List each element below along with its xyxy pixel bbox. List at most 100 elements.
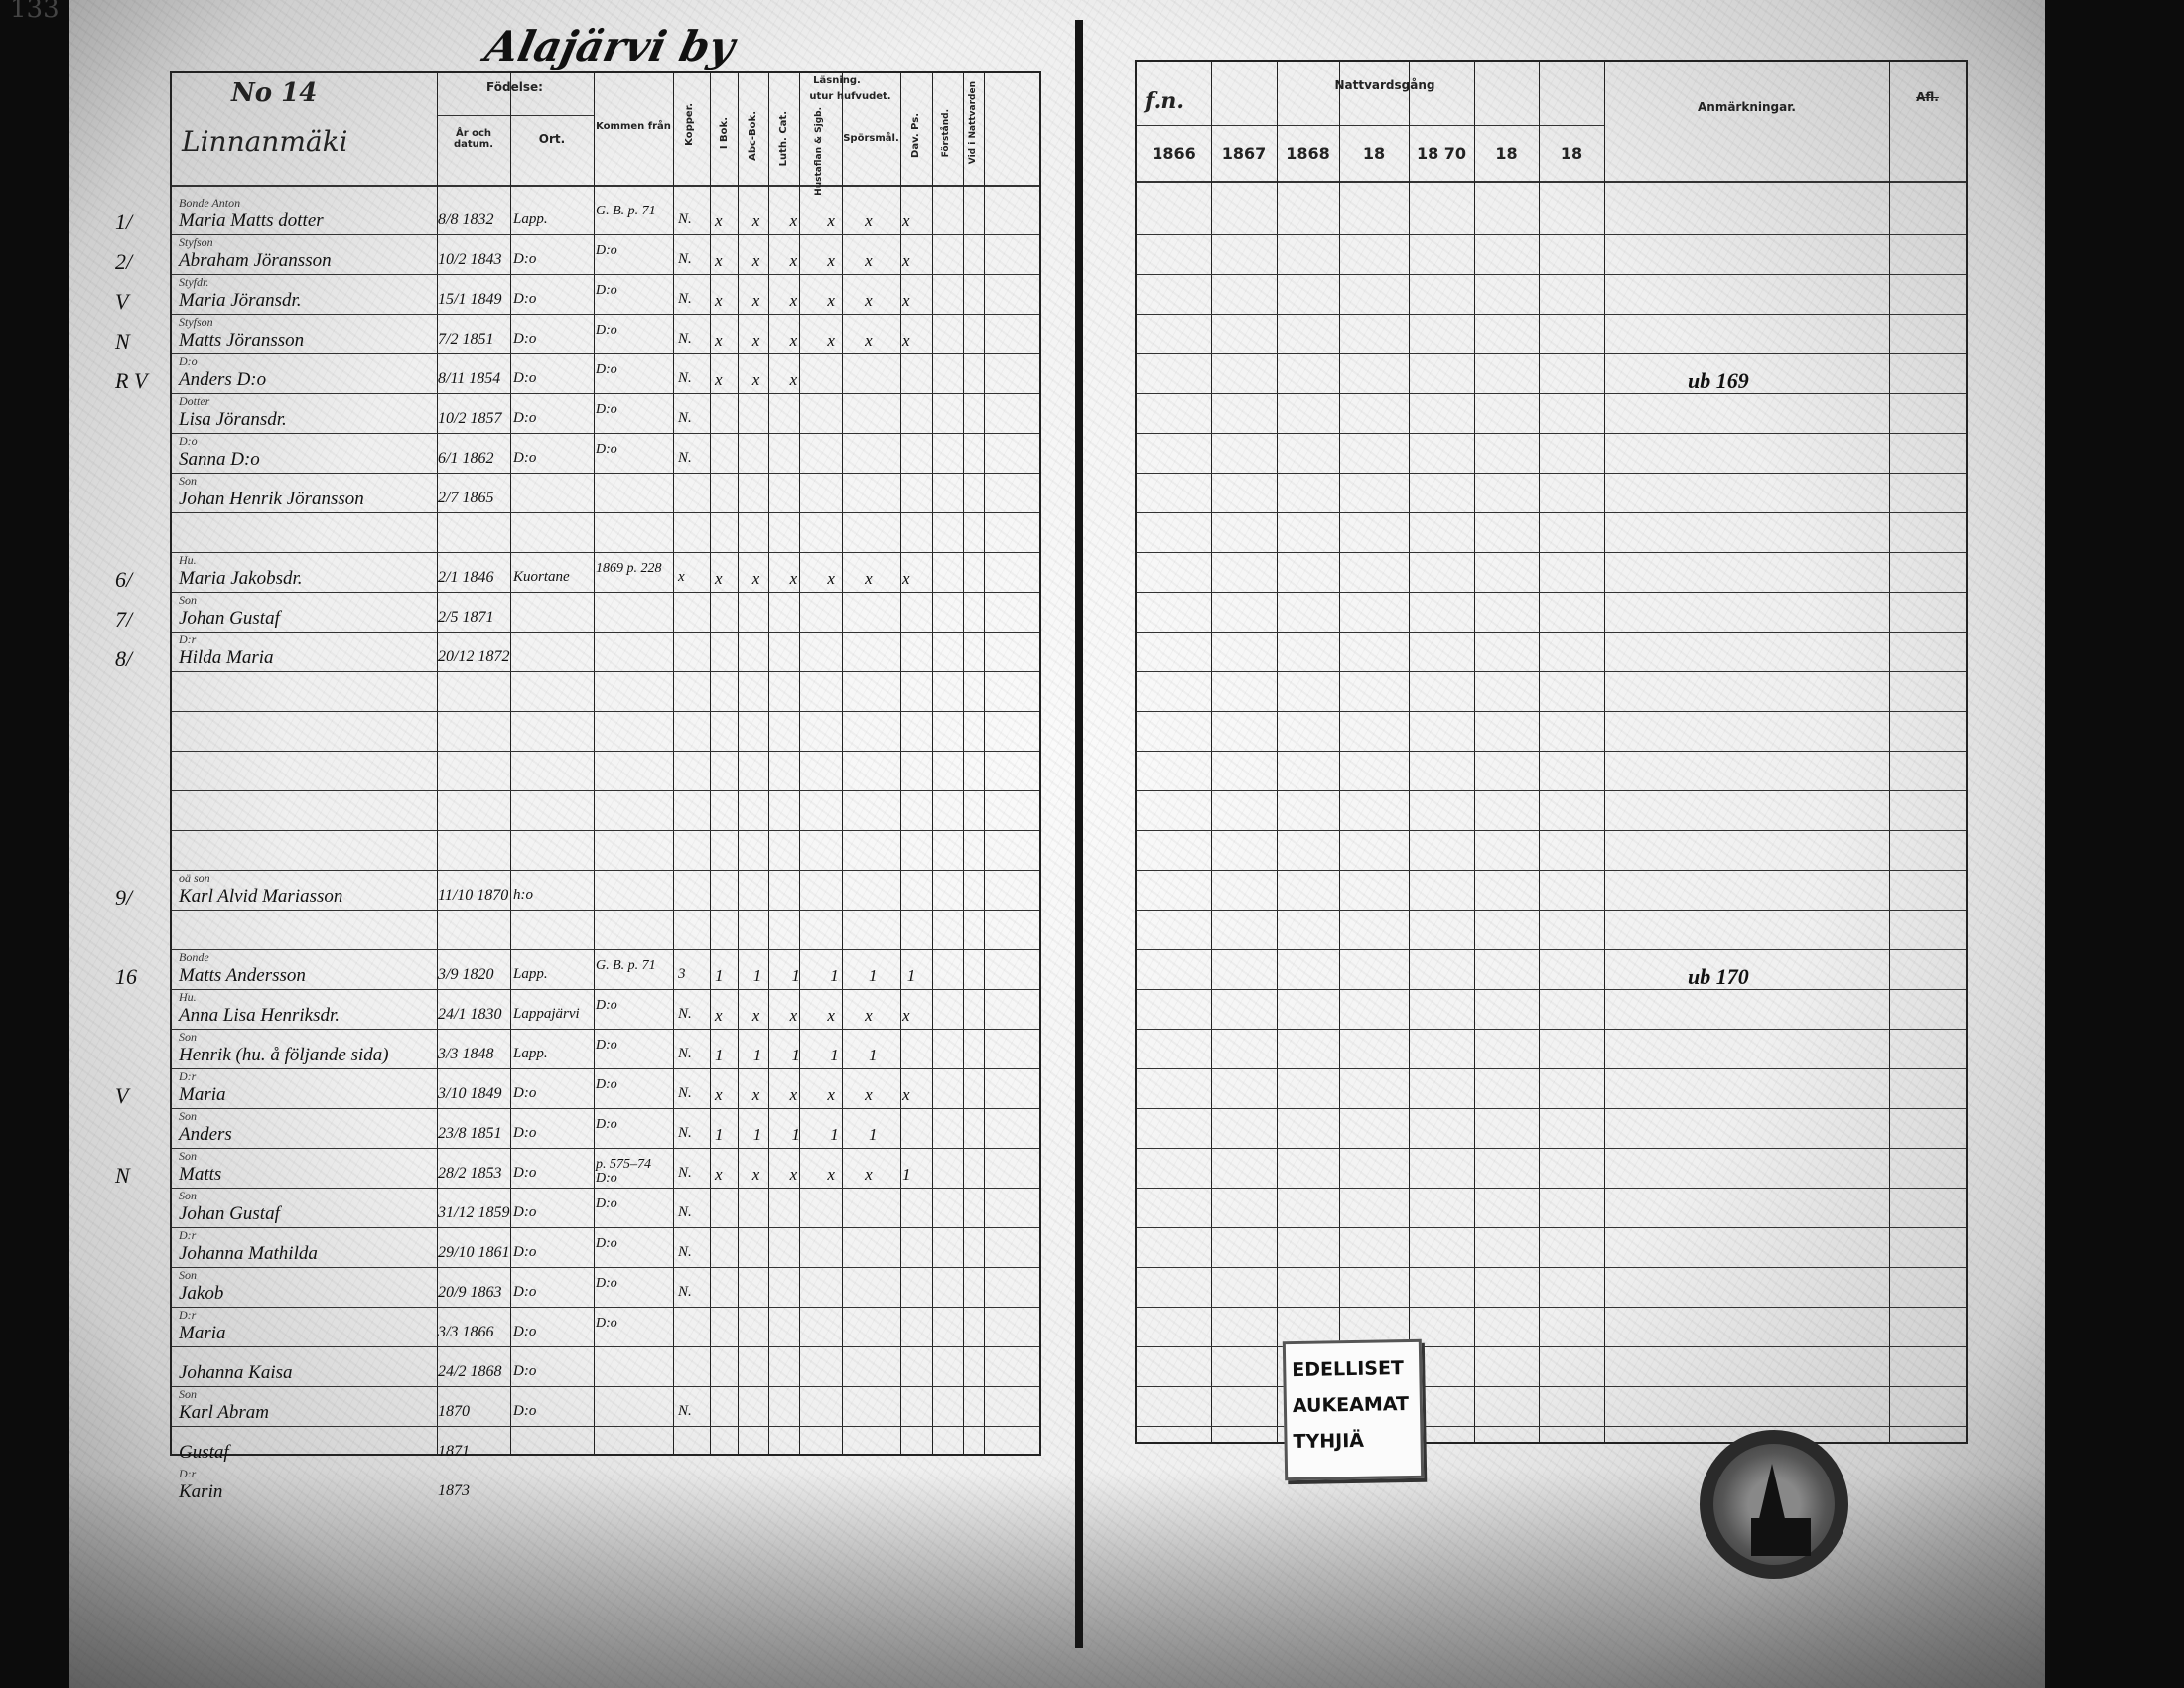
row-rule [1137, 393, 1966, 394]
row-rule [172, 512, 1039, 513]
birth-place: Lapp. [513, 1046, 548, 1061]
relation-label: Bonde [179, 950, 209, 964]
person-name: Matts [179, 1164, 222, 1185]
came-from: D:o [596, 1196, 617, 1211]
column-rule [510, 73, 511, 1454]
birth-date: 24/2 1868 [438, 1363, 502, 1380]
row-rule [1137, 1188, 1966, 1189]
relation-label: Son [179, 1030, 197, 1044]
birth-place: D:o [513, 370, 537, 386]
row-rule [172, 1068, 1039, 1069]
farm-name: Linnanmäki [182, 125, 348, 158]
birth-date: 24/1 1830 [438, 1006, 502, 1023]
register-page-spread [69, 0, 2045, 1688]
column-rule [900, 73, 901, 1454]
reading-marks: x x x x x x [715, 1085, 923, 1104]
birth-date: 6/1 1862 [438, 450, 494, 467]
row-rule [1137, 1307, 1966, 1308]
birth-place: D:o [513, 1324, 537, 1339]
birth-place: D:o [513, 1165, 537, 1181]
margin-mark: V [115, 289, 129, 314]
smallpox-mark: N. [678, 410, 692, 426]
birth-place: h:o [513, 887, 533, 903]
row-rule [1137, 473, 1966, 474]
row-rule [1137, 1108, 1966, 1109]
came-from: D:o [596, 243, 617, 258]
person-name: Johan Gustaf [179, 1203, 280, 1224]
person-name: Maria Jakobsdr. [179, 568, 303, 589]
row-rule [1137, 1227, 1966, 1228]
relation-label: Son [179, 1268, 197, 1282]
came-from: D:o [596, 362, 617, 377]
birth-place: D:o [513, 1204, 537, 1220]
header-birth: Födelse: [486, 80, 543, 94]
smallpox-mark: N. [678, 1403, 692, 1419]
book-gutter [1075, 20, 1083, 1648]
relation-label: D:o [179, 434, 198, 448]
birth-date: 23/8 1851 [438, 1125, 502, 1142]
row-rule [172, 790, 1039, 791]
person-name: Karin [179, 1481, 223, 1502]
birth-date: 2/5 1871 [438, 609, 494, 626]
relation-label: oä son [179, 871, 210, 885]
row-rule [172, 353, 1039, 354]
smallpox-mark: N. [678, 291, 692, 307]
row-rule [1137, 274, 1966, 275]
birth-date: 10/2 1857 [438, 410, 502, 427]
person-name: Hilda Maria [179, 647, 274, 668]
relation-label: Son [179, 1149, 197, 1163]
margin-mark: 16 [115, 964, 137, 989]
row-rule [172, 1307, 1039, 1308]
header-psalms: Dav. Ps. [910, 113, 921, 158]
header-year-date: År och datum. [453, 128, 494, 150]
person-name: Henrik (hu. å följande sida) [179, 1045, 389, 1065]
birth-place: D:o [513, 291, 537, 307]
relation-label: Son [179, 1387, 197, 1401]
relation-label: D:r [179, 633, 197, 646]
row-rule [172, 552, 1039, 553]
reading-marks: x x x x x x [715, 211, 923, 230]
remark: ub 170 [1688, 964, 1749, 989]
column-rule [799, 73, 800, 1454]
reading-marks: x x x x x x [715, 331, 923, 350]
relation-label: Hu. [179, 553, 197, 567]
label-line: TYHJIÄ [1293, 1429, 1365, 1454]
person-name: Jakob [179, 1283, 224, 1304]
smallpox-mark: N. [678, 450, 692, 466]
row-rule [172, 1188, 1039, 1189]
birth-date: 10/2 1843 [438, 251, 502, 268]
row-rule [172, 234, 1039, 235]
smallpox-mark: N. [678, 1046, 692, 1061]
person-name: Abraham Jöransson [179, 250, 332, 271]
birth-date: 3/9 1820 [438, 966, 494, 983]
came-from: D:o [596, 1316, 617, 1331]
person-name: Maria [179, 1084, 226, 1105]
came-from: D:o [596, 1276, 617, 1291]
left-register-table: No 14 Linnanmäki Födelse: År och datum. … [170, 71, 1041, 1456]
column-rule [768, 73, 769, 1454]
relation-label: D:r [179, 1228, 197, 1242]
header-mark: f.n. [1145, 88, 1184, 114]
smallpox-mark: N. [678, 1284, 692, 1300]
came-from: D:o [596, 1077, 617, 1092]
header-came-from: Kommen från [596, 121, 671, 132]
row-rule [1137, 910, 1966, 911]
column-rule [1277, 62, 1278, 1442]
column-rule [1539, 62, 1540, 1442]
row-rule [1137, 790, 1966, 791]
year-header: 1866 [1152, 144, 1196, 163]
household-number: No 14 [231, 78, 318, 108]
row-rule [1137, 1148, 1966, 1149]
row-rule [172, 1267, 1039, 1268]
row-rule [1137, 433, 1966, 434]
birth-date: 29/10 1861 [438, 1244, 510, 1261]
birth-place: D:o [513, 1244, 537, 1260]
relation-label: D:o [179, 354, 198, 368]
row-rule [1137, 353, 1966, 354]
column-rule [673, 73, 674, 1454]
page-number: 133 [10, 0, 60, 24]
row-rule [172, 1426, 1039, 1427]
header-communion-title: Nattvardsgång [1334, 78, 1435, 92]
header-questions: Spörsmål. [843, 133, 899, 144]
column-rule [932, 73, 933, 1454]
